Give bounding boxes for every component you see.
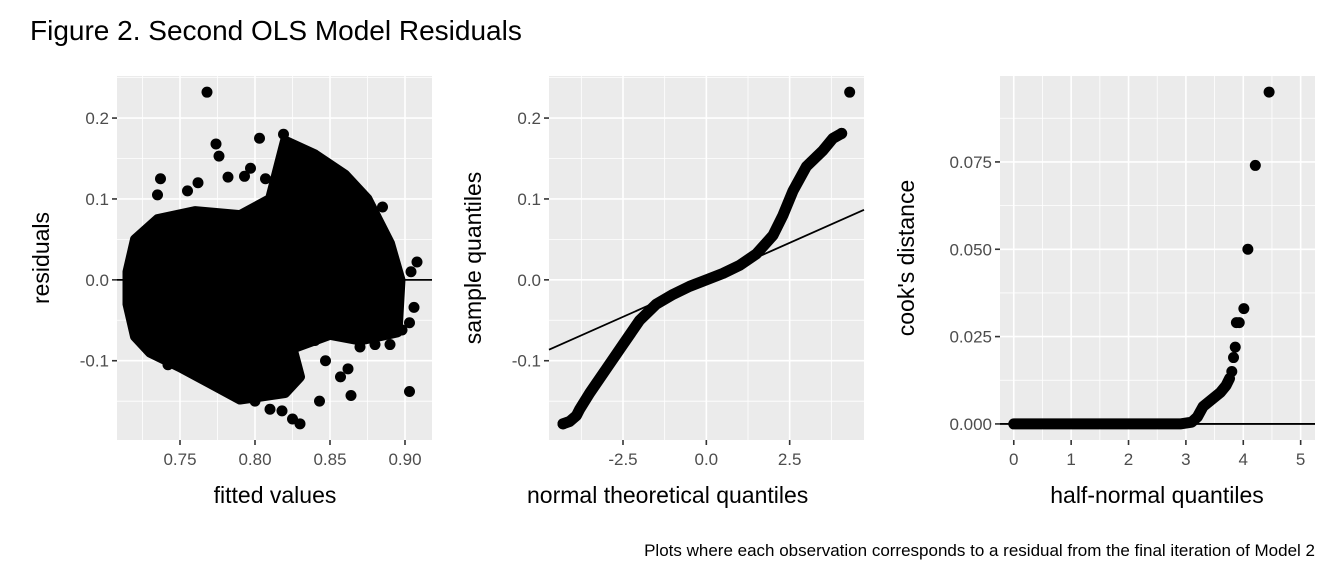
data-point <box>557 418 569 430</box>
data-point <box>254 132 265 144</box>
y-tick-label: 0.000 <box>949 415 992 434</box>
data-point <box>1249 159 1261 171</box>
x-tick-label: 2.5 <box>778 450 802 469</box>
data-point <box>162 359 174 371</box>
x-tick-label: 3 <box>1181 450 1190 469</box>
data-point <box>411 256 423 268</box>
data-point <box>222 171 234 183</box>
axis-title-x-normal-quantiles: normal theoretical quantiles <box>527 482 808 508</box>
dense-point-curve <box>1008 373 1236 430</box>
data-point <box>1242 243 1254 255</box>
panel-residuals-vs-fitted: 0.75 0.80 0.85 0.90 -0.1 0.0 0.1 0.2 <box>80 76 432 469</box>
data-point <box>264 403 276 415</box>
figure-caption: Plots where each observation corresponds… <box>644 541 1315 560</box>
data-point <box>1238 303 1250 315</box>
y-tick-label: 0.0 <box>85 271 109 290</box>
x-tick-label: 0.90 <box>388 450 421 469</box>
data-point <box>155 173 166 185</box>
y-tick-label: 0.075 <box>949 153 992 172</box>
data-point <box>1228 352 1240 364</box>
y-tick-label: 0.2 <box>85 109 109 128</box>
data-point <box>384 339 396 351</box>
x-tick-label: 1 <box>1066 450 1075 469</box>
y-tick-label: 0.050 <box>949 240 992 259</box>
panel-qq-plot: -2.5 0.0 2.5 -0.1 0.0 0.1 0.2 <box>512 76 865 469</box>
axis-title-x-half-normal: half-normal quantiles <box>1050 482 1264 508</box>
x-tick-label: 0.0 <box>695 450 719 469</box>
data-point <box>354 341 366 353</box>
data-point <box>404 317 415 329</box>
x-tick-label: 0 <box>1009 450 1018 469</box>
y-tick-label: 0.1 <box>85 190 109 209</box>
data-point <box>201 86 213 98</box>
axis-title-y-cooks-distance: cook's distance <box>893 180 919 337</box>
x-tick-label: 0.80 <box>238 450 271 469</box>
data-point <box>335 371 346 383</box>
dense-point-curve <box>557 127 848 430</box>
figure-title: Figure 2. Second OLS Model Residuals <box>30 15 522 46</box>
y-tick-label: 0.2 <box>517 109 541 128</box>
data-point <box>1230 317 1242 329</box>
data-point <box>408 301 420 313</box>
data-point <box>210 138 222 150</box>
y-tick-label: 0.1 <box>517 190 541 209</box>
data-point <box>404 385 415 397</box>
data-point <box>1226 366 1238 378</box>
data-point <box>239 170 250 182</box>
data-point <box>245 162 256 174</box>
data-point <box>1263 86 1275 98</box>
data-point <box>309 335 321 347</box>
x-tick-label: 0.85 <box>313 450 346 469</box>
data-point <box>213 150 225 162</box>
data-point <box>1229 341 1241 353</box>
data-point <box>836 127 848 139</box>
data-point <box>320 355 331 367</box>
data-point <box>377 201 388 213</box>
data-point <box>345 390 357 402</box>
y-tick-label: -0.1 <box>80 352 109 371</box>
data-point <box>245 390 256 402</box>
data-point <box>342 363 354 375</box>
axis-title-x-fitted: fitted values <box>214 482 337 508</box>
x-tick-label: 2 <box>1124 450 1133 469</box>
data-point <box>260 173 271 185</box>
y-tick-label: -0.1 <box>512 352 541 371</box>
data-point <box>314 395 325 407</box>
data-point <box>152 189 163 201</box>
axis-title-y-sample-quantiles: sample quantiles <box>460 172 486 345</box>
data-point <box>182 185 193 197</box>
data-point <box>396 324 408 336</box>
data-point <box>276 405 288 417</box>
x-tick-label: 5 <box>1296 450 1305 469</box>
x-tick-label: -2.5 <box>608 450 637 469</box>
panel-cooks-distance: 0 1 2 3 4 5 0.000 0.025 0.050 0.075 <box>949 76 1315 469</box>
y-tick-label: 0.025 <box>949 328 992 347</box>
axis-title-y-residuals: residuals <box>28 212 54 304</box>
x-tick-label: 4 <box>1239 450 1248 469</box>
data-point <box>369 339 381 351</box>
data-point <box>844 86 856 98</box>
x-tick-label: 0.75 <box>163 450 196 469</box>
data-point <box>278 128 289 140</box>
data-point <box>192 177 204 189</box>
data-point <box>405 266 417 278</box>
y-tick-label: 0.0 <box>517 271 541 290</box>
data-point <box>287 413 298 425</box>
clip-mask <box>880 480 900 520</box>
